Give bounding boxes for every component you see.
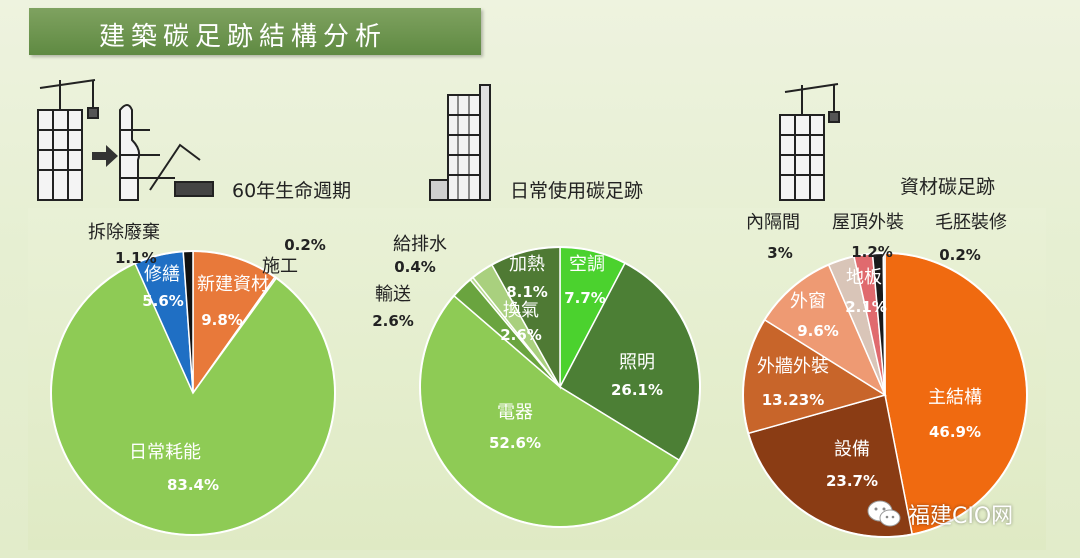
- watermark-text: 福建CIO网: [908, 504, 1014, 529]
- slice-label: 電器: [497, 402, 533, 423]
- title-bar: 建築碳足跡結構分析: [29, 8, 481, 55]
- slice-label: 修繕: [144, 264, 180, 285]
- slice-label: 拆除廢棄: [88, 222, 160, 243]
- watermark: 福建CIO网: [866, 496, 1013, 532]
- slice-value: 26.1%: [611, 381, 663, 399]
- slice-value: 83.4%: [167, 476, 219, 494]
- pie-lifecycle: 日常耗能 83.4% 修繕 5.6% 拆除廢棄 1.1% 新建資材 9.8% 施工 0.2%: [50, 222, 336, 536]
- heading-lifecycle: 60年生命週期: [232, 180, 352, 202]
- pie-daily-use: 電器 52.6% 輸送 2.6% 給排水 0.4% 換氣 2.6% 加熱 8.1% 空調 7.7% 照明…: [372, 234, 701, 528]
- slice-label: 毛胚裝修: [935, 212, 1007, 233]
- slice-label: 外窗: [790, 291, 826, 312]
- slice-label: 地板: [846, 267, 882, 288]
- slice-label: 設備: [834, 439, 870, 460]
- slice-value: 1.1%: [115, 249, 157, 267]
- slice-value: 8.1%: [506, 283, 548, 301]
- slice-value: 9.8%: [201, 311, 243, 329]
- slice-value: 0.2%: [939, 246, 981, 264]
- lifecycle-illustration: [37, 79, 214, 201]
- slice-value: 9.6%: [797, 322, 839, 340]
- wechat-icon: [867, 500, 901, 527]
- slice-value: 7.7%: [564, 289, 606, 307]
- slice-label: 屋頂外裝: [832, 212, 904, 233]
- slice-label: 內隔間: [746, 212, 800, 233]
- heading-materials: 資材碳足跡: [900, 176, 996, 198]
- slice-label: 主結構: [928, 387, 982, 408]
- slice-value: 2.6%: [500, 326, 542, 344]
- page-title: 建築碳足跡結構分析: [99, 22, 388, 52]
- slice-label: 給排水: [393, 234, 447, 255]
- materials-illustration: [779, 83, 840, 201]
- slice-value: 0.4%: [394, 258, 436, 276]
- slice-value: 2.6%: [372, 312, 414, 330]
- slice-label: 照明: [619, 352, 655, 373]
- slice-value: 5.6%: [142, 292, 184, 310]
- heading-daily-use: 日常使用碳足跡: [510, 180, 644, 202]
- slice-label: 空調: [569, 254, 605, 275]
- pie-outline: [742, 252, 1028, 538]
- slice-label: 施工: [262, 256, 298, 277]
- pie-outline: [50, 250, 336, 536]
- slice-value: 1.2%: [851, 243, 893, 261]
- slice-label: 日常耗能: [129, 442, 201, 463]
- slice-value: 46.9%: [929, 423, 981, 441]
- slice-value: 0.2%: [284, 236, 326, 254]
- slice-value: 13.23%: [762, 391, 824, 409]
- header-illustrations: [37, 79, 840, 201]
- slice-label: 新建資材: [197, 274, 269, 295]
- slice-value: 2.1%: [845, 298, 887, 316]
- slice-label: 換氣: [503, 300, 539, 321]
- slice-label: 加熱: [509, 254, 545, 275]
- slice-value: 3%: [767, 244, 792, 262]
- pie-outline: [419, 246, 701, 528]
- slice-value: 52.6%: [489, 434, 541, 452]
- daily-use-illustration: [429, 84, 491, 201]
- slice-label: 外牆外裝: [757, 356, 829, 377]
- slice-label: 輸送: [375, 284, 411, 305]
- slice-value: 23.7%: [826, 472, 878, 490]
- pie-materials: 主結構 46.9% 設備 23.7% 外牆外裝 13.23% 外窗 9.6% 內隔間 3% 地板 2.…: [742, 212, 1028, 538]
